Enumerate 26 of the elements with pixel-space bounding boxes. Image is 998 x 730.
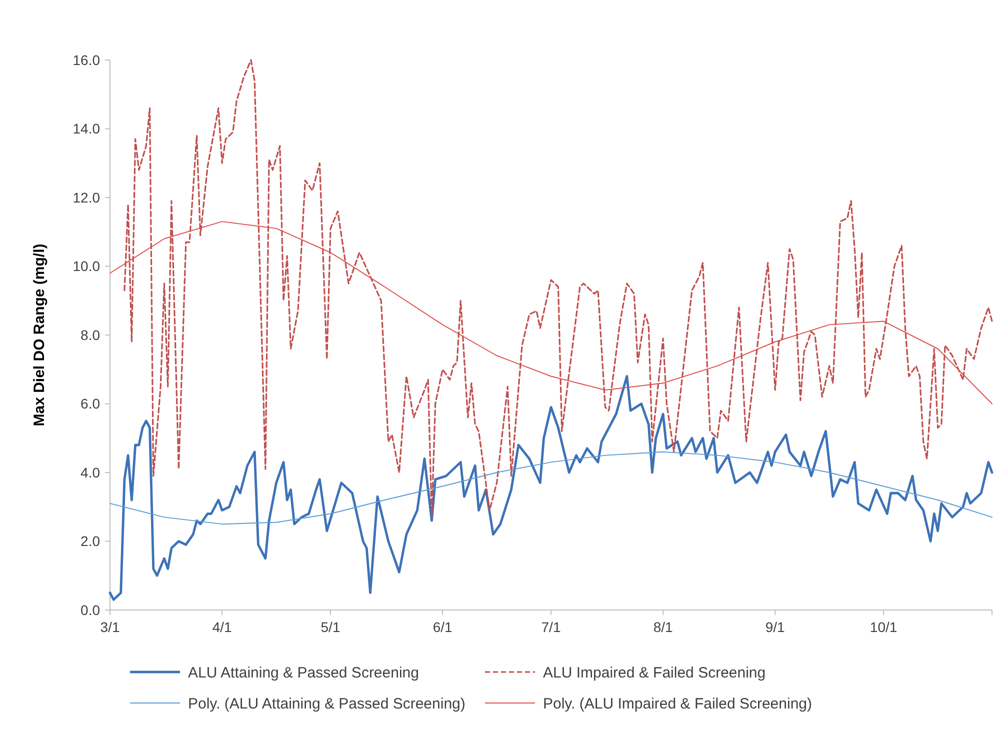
x-tick-label: 10/1 [870, 619, 898, 635]
y-tick-label: 12.0 [72, 189, 100, 206]
x-tick-label: 7/1 [541, 619, 561, 635]
x-tick-label: 3/1 [100, 619, 120, 635]
x-tick-label: 6/1 [432, 619, 452, 635]
y-tick-label: 14.0 [72, 120, 100, 137]
x-tick-label: 9/1 [765, 619, 786, 635]
legend-label: Poly. (ALU Attaining & Passed Screening) [188, 695, 466, 712]
x-tick-label: 4/1 [212, 619, 232, 635]
legend-label: ALU Impaired & Failed Screening [543, 664, 766, 682]
legend-label: ALU Attaining & Passed Screening [188, 664, 419, 682]
y-tick-label: 10.0 [72, 258, 100, 274]
legend-label: Poly. (ALU Impaired & Failed Screening) [543, 695, 812, 712]
y-tick-label: 6.0 [80, 396, 100, 412]
line-series [108, 375, 994, 601]
line-series [110, 221, 992, 404]
y-tick-label: 8.0 [80, 326, 100, 343]
y-tick-label: 16.0 [72, 52, 100, 68]
y-tick-label: 0.0 [80, 602, 100, 618]
line-series [124, 59, 993, 518]
x-tick-label: 5/1 [320, 619, 340, 635]
line-series [110, 451, 992, 525]
y-tick-label: 2.0 [80, 533, 100, 550]
y-axis-title: Max Diel DO Range (mg/l) [31, 244, 48, 426]
x-tick-label: 8/1 [653, 619, 673, 635]
y-tick-label: 4.0 [80, 464, 100, 480]
